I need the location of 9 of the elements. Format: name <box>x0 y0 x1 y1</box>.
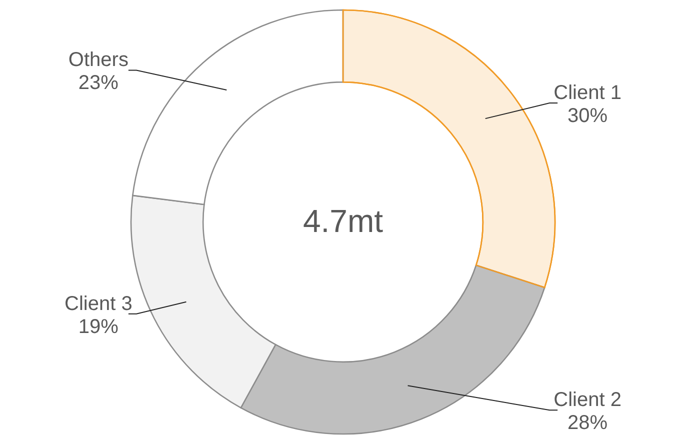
text: 4.7mt <box>302 203 384 239</box>
slice-label: Others <box>68 49 128 72</box>
slice-label: Client 1 <box>554 82 622 104</box>
data-label: 19% <box>78 316 119 338</box>
data-label: 23% <box>78 72 119 94</box>
slice-label: Client 2 <box>554 389 622 412</box>
data-label: 30% <box>568 105 608 128</box>
slice-label: Client 3 <box>64 292 132 315</box>
data-label: 28% <box>568 412 608 434</box>
